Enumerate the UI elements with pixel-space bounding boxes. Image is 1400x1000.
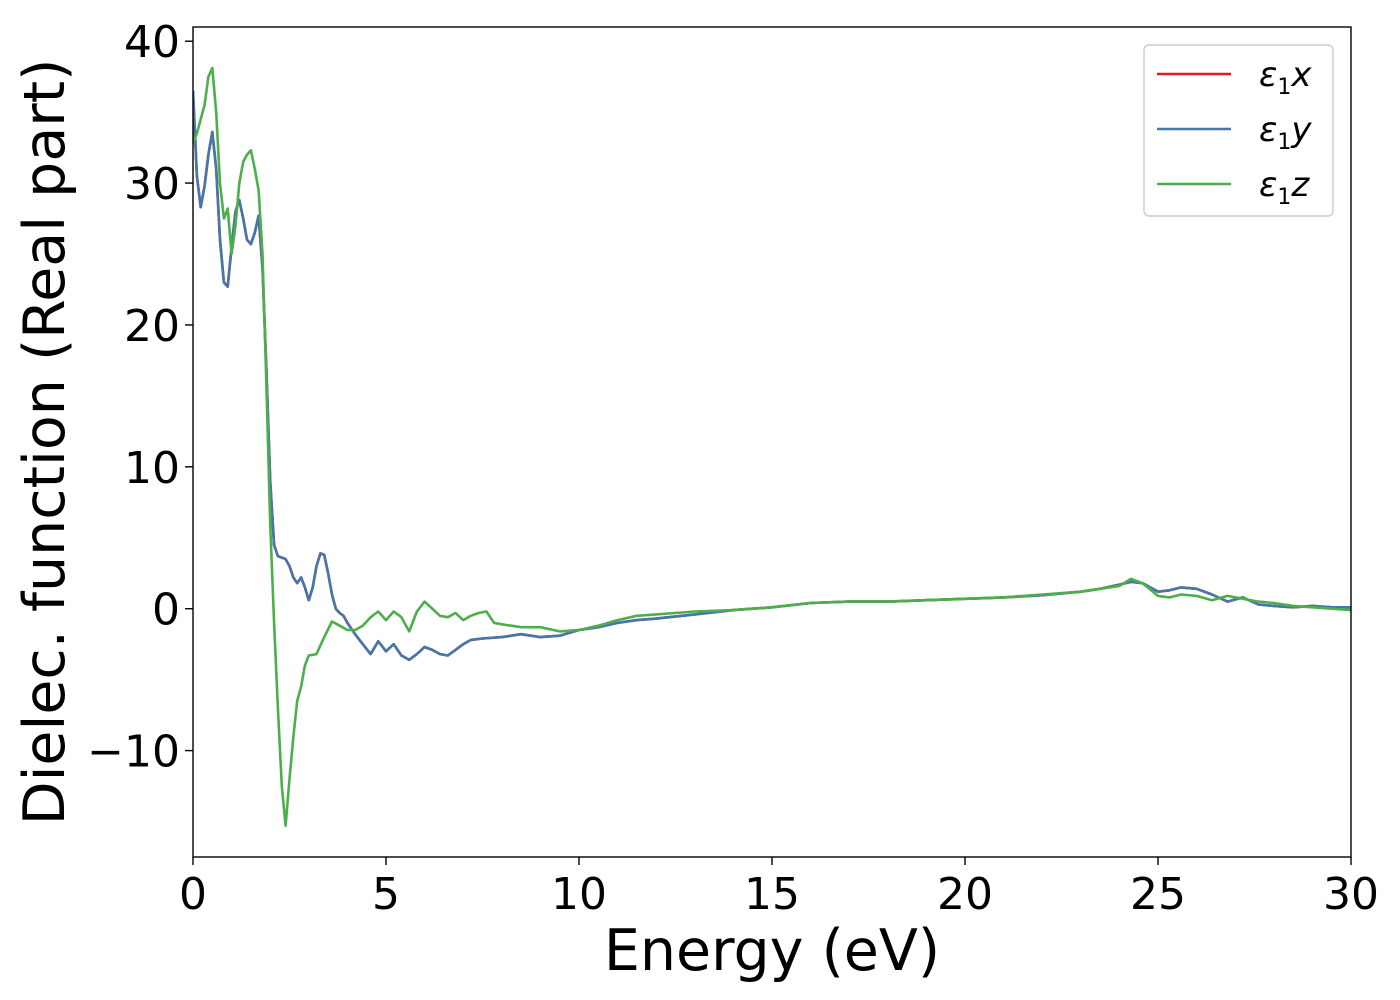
y-tick-label: 0 bbox=[152, 585, 180, 636]
plot-lines bbox=[193, 66, 1351, 828]
y-axis: −10 0 10 20 30 40 bbox=[87, 17, 193, 778]
y-tick-label: 10 bbox=[124, 443, 180, 494]
x-tick-label: 30 bbox=[1323, 869, 1379, 920]
x-tick-label: 25 bbox=[1130, 869, 1186, 920]
y-tick-label: 30 bbox=[124, 159, 180, 210]
legend-label-x: ε1x bbox=[1259, 55, 1312, 100]
x-tick-label: 0 bbox=[179, 869, 207, 920]
legend: ε1x ε1y ε1z bbox=[1143, 44, 1334, 217]
x-tick-label: 20 bbox=[937, 869, 993, 920]
x-tick-label: 15 bbox=[744, 869, 800, 920]
y-tick-label: −10 bbox=[87, 727, 180, 778]
x-axis-label: Energy (eV) bbox=[604, 918, 940, 984]
x-tick-label: 10 bbox=[551, 869, 607, 920]
series-line-z bbox=[193, 66, 1351, 828]
y-tick-label: 40 bbox=[124, 17, 180, 68]
legend-label-z: ε1z bbox=[1259, 165, 1310, 210]
legend-label-y: ε1y bbox=[1259, 110, 1312, 155]
x-axis: 0 5 10 15 20 25 30 bbox=[179, 857, 1379, 920]
y-tick-label: 20 bbox=[124, 301, 180, 352]
x-tick-label: 5 bbox=[372, 869, 400, 920]
y-axis-label: Dielec. function (Real part) bbox=[12, 59, 78, 826]
legend-box bbox=[1143, 44, 1334, 217]
